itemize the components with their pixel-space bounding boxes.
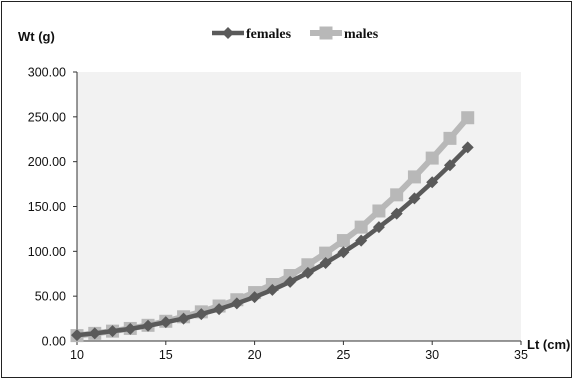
data-point-females <box>284 275 297 288</box>
data-point-females <box>195 308 208 321</box>
x-tick-label: 10 <box>70 348 84 362</box>
x-tick-label: 20 <box>248 348 262 362</box>
data-point-females <box>301 266 314 279</box>
data-point-males <box>319 246 333 260</box>
data-point-males <box>425 151 439 165</box>
data-point-females <box>230 297 243 310</box>
y-tick-label: 0.00 <box>42 335 66 349</box>
y-axis-title: Wt (g) <box>18 29 55 44</box>
y-tick-label: 200.00 <box>28 155 66 169</box>
data-point-females <box>88 327 101 340</box>
data-point-females <box>124 322 137 335</box>
data-point-females <box>319 256 332 269</box>
data-point-males <box>372 204 386 218</box>
y-tick-label: 50.00 <box>35 290 66 304</box>
y-axis-ticks: 0.00 50.00 100.00 150.00 200.00 250.00 300.00 <box>28 66 77 349</box>
data-point-females <box>426 176 439 189</box>
data-point-males <box>301 258 315 272</box>
data-point-females <box>142 319 155 332</box>
x-axis-title: Lt (cm) <box>527 337 570 352</box>
x-axis-ticks: 10 15 20 25 30 35 <box>70 341 528 362</box>
series-females <box>71 141 474 342</box>
data-point-females <box>408 192 421 205</box>
data-point-females <box>372 221 385 234</box>
data-point-females <box>213 303 226 316</box>
data-point-males <box>390 188 404 202</box>
series-layer <box>70 111 475 343</box>
x-tick-label: 15 <box>159 348 173 362</box>
data-point-females <box>461 141 474 154</box>
y-tick-label: 100.00 <box>28 245 66 259</box>
data-point-females <box>390 207 403 220</box>
legend-label: males <box>344 27 379 42</box>
data-point-females <box>266 283 279 296</box>
data-point-males <box>461 111 475 125</box>
data-point-males <box>336 234 350 248</box>
x-tick-label: 35 <box>514 348 528 362</box>
data-point-females <box>106 325 119 338</box>
legend-swatch-marker <box>319 26 333 40</box>
data-point-males <box>443 131 457 145</box>
y-tick-label: 300.00 <box>28 66 66 80</box>
data-point-females <box>355 234 368 247</box>
data-point-females <box>159 316 172 329</box>
data-point-males <box>407 170 421 184</box>
data-point-males <box>354 220 368 234</box>
legend-item-females: females <box>212 27 292 42</box>
legend-swatch-marker <box>222 27 234 39</box>
legend-item-males: males <box>310 26 379 42</box>
data-point-females <box>248 291 261 304</box>
x-tick-label: 30 <box>425 348 439 362</box>
data-point-females <box>337 246 350 259</box>
y-tick-label: 250.00 <box>28 110 66 124</box>
y-tick-label: 150.00 <box>28 200 66 214</box>
x-tick-label: 25 <box>336 348 350 362</box>
legend: females males <box>212 26 379 42</box>
data-point-females <box>177 312 190 325</box>
legend-label: females <box>246 27 292 42</box>
plot-area <box>77 72 521 341</box>
data-point-females <box>71 329 83 342</box>
data-point-females <box>443 159 456 172</box>
